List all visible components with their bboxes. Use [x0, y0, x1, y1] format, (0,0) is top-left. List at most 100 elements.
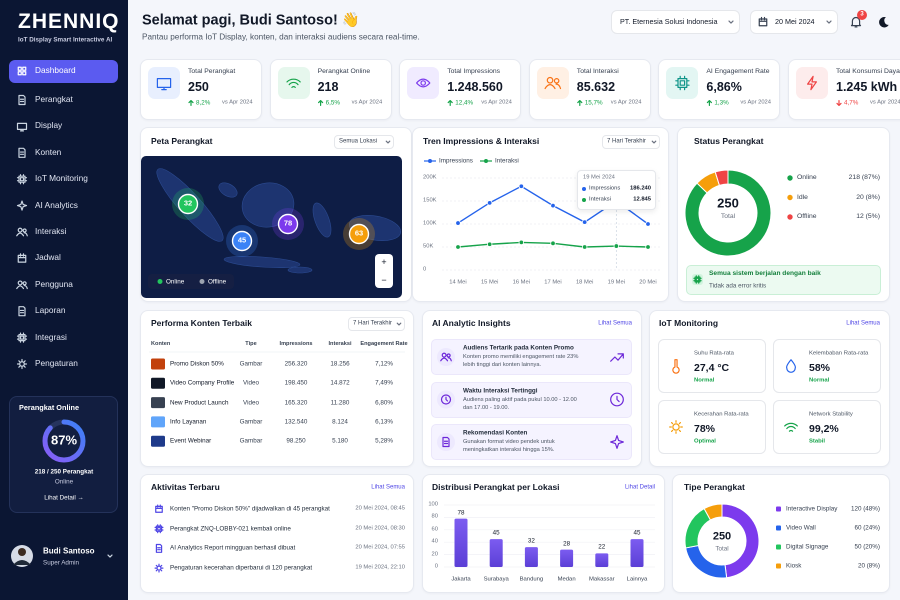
icon — [385, 140, 391, 144]
icon — [440, 352, 452, 362]
icon — [675, 75, 690, 91]
activity-card — [140, 474, 414, 593]
bar — [595, 553, 609, 567]
series-point — [550, 240, 556, 247]
icon — [836, 99, 842, 107]
series-point — [613, 243, 620, 249]
legend-dot — [157, 279, 163, 284]
thumbnail — [151, 416, 165, 428]
legend-dot — [428, 159, 432, 163]
legend-swatch — [776, 525, 781, 531]
icon — [17, 253, 27, 263]
insight-item[interactable] — [431, 381, 632, 418]
dropdown[interactable] — [602, 135, 660, 149]
series-point — [455, 220, 461, 226]
icon — [16, 174, 28, 185]
bar — [489, 539, 503, 567]
avatar-head — [18, 548, 26, 556]
legend-dot — [787, 194, 793, 201]
icon — [107, 554, 113, 558]
icon — [706, 99, 713, 107]
icon — [188, 99, 194, 107]
map-marker — [177, 193, 199, 215]
iot-tile — [658, 339, 766, 393]
kpi-icon-box — [666, 67, 699, 99]
icon — [155, 504, 163, 513]
kpi-icon-box — [796, 67, 828, 99]
thumbnail — [151, 397, 165, 409]
gauge-arc — [42, 419, 86, 463]
icon — [610, 392, 624, 407]
icon — [286, 78, 301, 89]
dropdown[interactable] — [334, 135, 394, 149]
icon — [16, 122, 28, 132]
bar — [524, 547, 538, 567]
date-select[interactable] — [750, 10, 838, 34]
series-point — [486, 241, 493, 247]
online-card — [9, 396, 118, 513]
thumbnail — [151, 377, 165, 389]
series-point — [518, 183, 525, 189]
icon — [850, 16, 862, 28]
icon — [786, 359, 796, 373]
bar — [630, 539, 644, 567]
icon — [318, 99, 324, 107]
dropdown[interactable] — [348, 317, 405, 331]
legend-dot — [787, 214, 793, 220]
legend-swatch — [776, 544, 781, 550]
icon — [154, 563, 164, 573]
icon — [16, 200, 28, 211]
icon — [826, 20, 832, 24]
icon — [17, 66, 27, 76]
zoom-control — [375, 254, 393, 288]
status-message — [686, 265, 881, 295]
icon — [669, 420, 683, 434]
series-point — [581, 244, 588, 250]
donut-segment — [684, 169, 772, 257]
icon — [544, 76, 562, 90]
icon — [447, 99, 453, 107]
icon — [651, 140, 657, 144]
map-island — [287, 266, 313, 274]
thumbnail — [151, 435, 165, 447]
company-select[interactable] — [611, 10, 740, 34]
insight-item[interactable] — [431, 339, 632, 375]
map-island — [312, 202, 332, 238]
map-marker — [231, 230, 253, 252]
map-island — [241, 182, 295, 228]
icon — [758, 16, 768, 27]
legend-swatch — [776, 506, 781, 512]
donut-segment — [684, 507, 712, 549]
nav-item-active[interactable] — [9, 60, 118, 83]
notification-badge — [857, 10, 867, 20]
series-point — [645, 244, 651, 250]
series-point — [486, 200, 493, 206]
kpi-icon-box — [536, 67, 569, 99]
icon — [18, 306, 26, 317]
donut-segment — [703, 503, 723, 521]
kpi-icon-box — [148, 67, 180, 99]
thumbnail — [151, 358, 165, 370]
avatar-body — [13, 560, 31, 565]
icon — [16, 227, 28, 237]
legend-dot — [199, 279, 205, 284]
icon — [18, 94, 26, 106]
icon — [440, 394, 452, 405]
icon — [610, 435, 624, 449]
trend-card — [412, 127, 669, 302]
icon — [442, 436, 450, 448]
series-point — [455, 244, 461, 250]
icon — [16, 280, 28, 290]
icon — [610, 353, 624, 362]
icon — [693, 275, 702, 284]
map-marker — [348, 223, 370, 245]
insight-item[interactable] — [431, 424, 632, 460]
legend-dot — [484, 159, 488, 163]
series-point — [550, 202, 556, 209]
iot-tile — [773, 339, 881, 393]
icon — [577, 99, 583, 107]
icon — [156, 77, 172, 91]
insight-icon-bg — [437, 348, 455, 366]
